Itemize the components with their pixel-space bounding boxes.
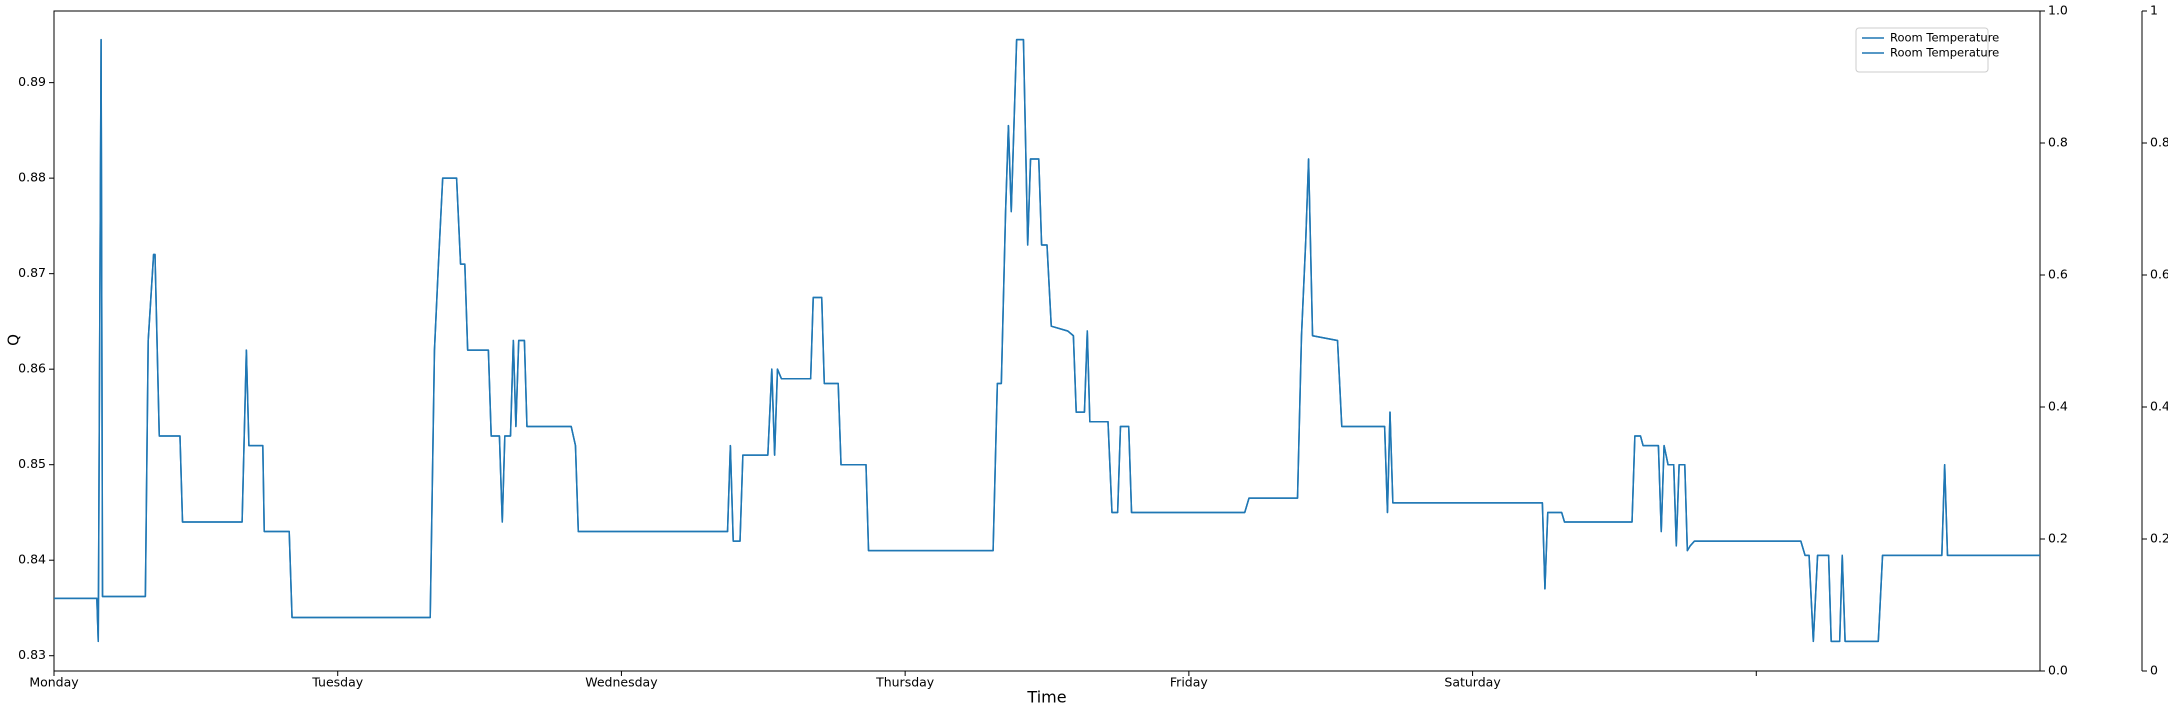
legend-box [1855, 27, 1989, 73]
y-tick-label: 0.85 [18, 456, 46, 471]
y3-tick-label: 0.2 [2150, 531, 2168, 546]
x-axis-label: Time [1026, 688, 1066, 707]
legend-label: Room Temperature [1890, 31, 1999, 45]
y-tick-label: 0.83 [18, 647, 46, 662]
x-tick-label: Wednesday [585, 675, 658, 690]
x-tick-label: Tuesday [311, 675, 363, 690]
data-line [54, 38, 2040, 643]
y-tick-label: 0.84 [18, 552, 46, 567]
y2-tick-label: 0.6 [2048, 267, 2068, 282]
y3-tick-label: 0.4 [2150, 399, 2168, 414]
y2-tick-label: 0.0 [2048, 663, 2068, 678]
y2-tick-label: 0.8 [2048, 135, 2068, 150]
x-tick-label: Thursday [875, 675, 935, 690]
y3-tick-label: 0 [2150, 663, 2158, 678]
x-tick-label: Monday [29, 675, 79, 690]
y2-tick-label: 0.2 [2048, 531, 2068, 546]
data-line [54, 38, 2040, 643]
y2-tick-label: 0.4 [2048, 399, 2068, 414]
legend-label: Room Temperature [1890, 46, 1999, 60]
y-tick-label: 0.88 [18, 170, 46, 185]
y-tick-label: 0.89 [18, 74, 46, 89]
y3-tick-label: 0.6 [2150, 267, 2168, 282]
plot-frame [53, 10, 2041, 672]
x-tick-label: Friday [1170, 675, 1208, 690]
x-tick-label: Saturday [1444, 675, 1501, 690]
y-tick-label: 0.87 [18, 265, 46, 280]
y3-tick-label: 1 [2150, 3, 2158, 18]
y-tick-label: 0.86 [18, 361, 46, 376]
y3-tick-label: 0.8 [2150, 135, 2168, 150]
y-axis-label: Q [5, 334, 23, 346]
y2-tick-label: 1.0 [2048, 3, 2068, 18]
